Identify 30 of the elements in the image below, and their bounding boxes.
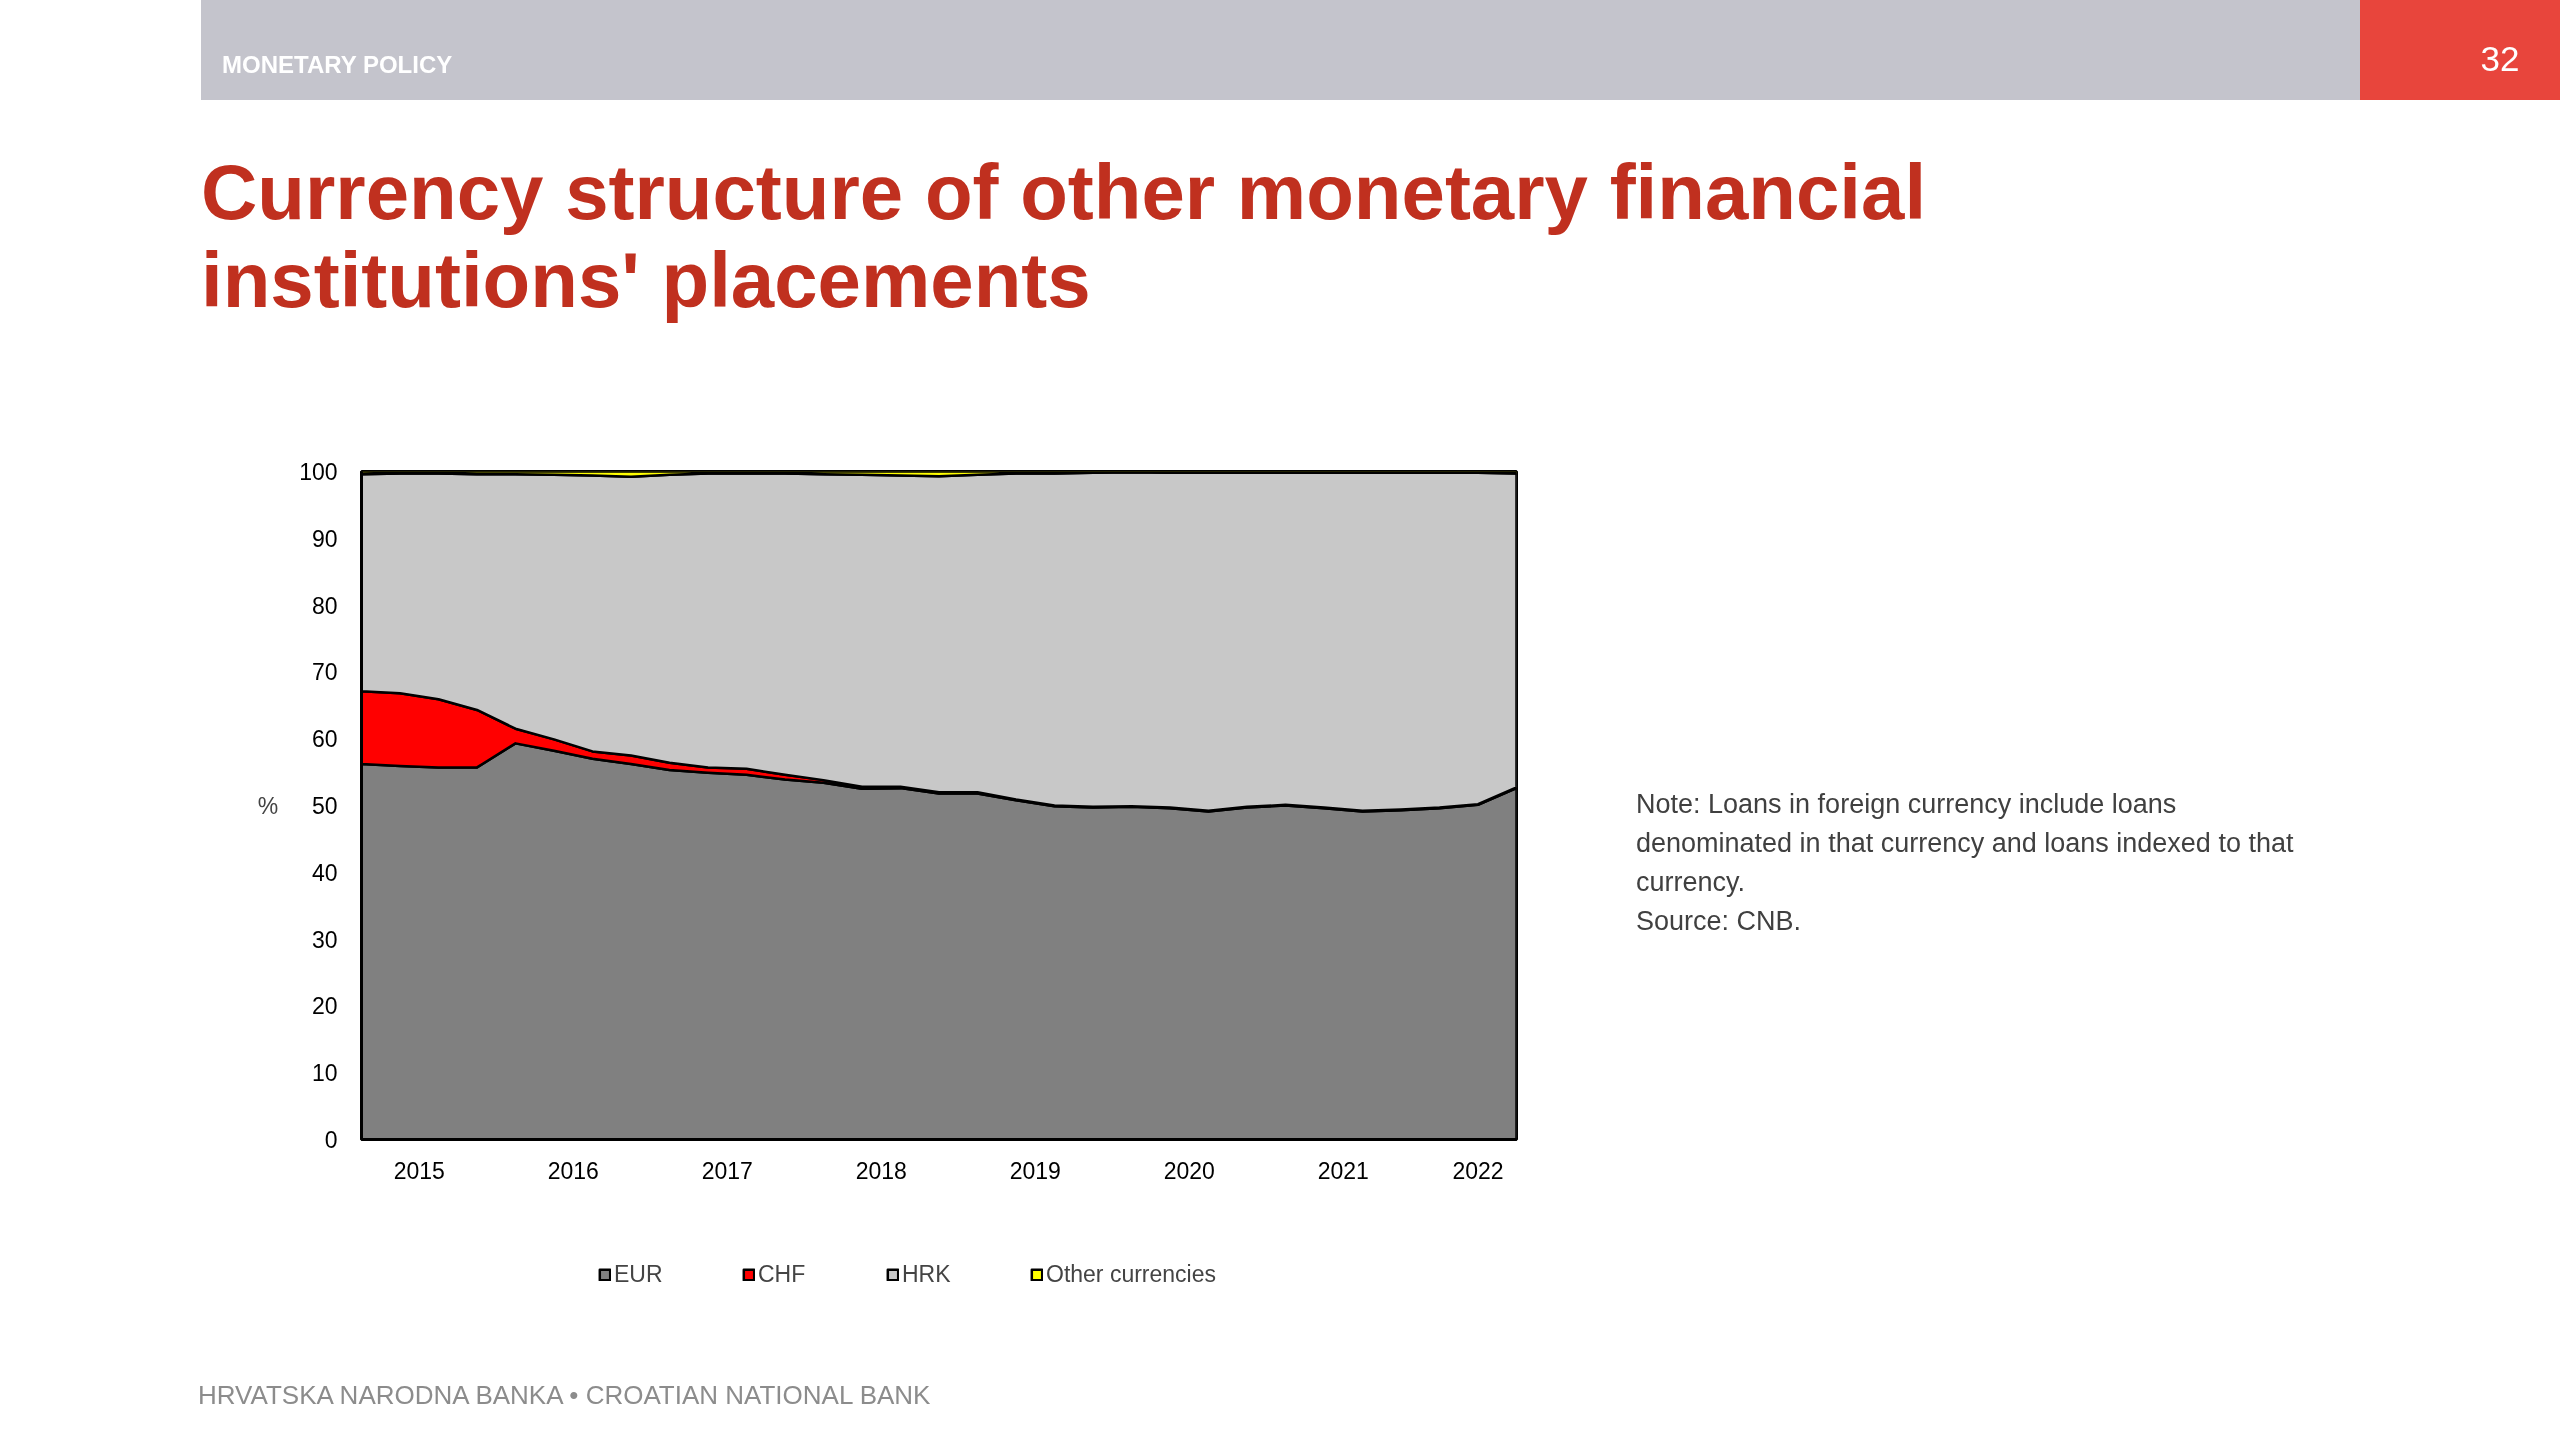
y-tick-label: 0	[324, 1127, 338, 1153]
y-tick-label: 10	[311, 1060, 338, 1087]
y-tick-label: 80	[311, 592, 338, 619]
source-note: Source: CNB.	[1636, 905, 1803, 938]
legend-label: CHF	[758, 1261, 807, 1288]
legend-label: Other currencies	[1046, 1261, 1217, 1288]
legend-label: HRK	[902, 1261, 952, 1288]
y-tick-label: 90	[311, 525, 338, 552]
y-tick-label: 50	[311, 793, 338, 819]
y-tick-label: 20	[311, 993, 338, 1020]
x-tick-label: 2021	[1317, 1157, 1369, 1184]
x-tick-label: 2015	[393, 1157, 445, 1184]
x-tick-label: 2019	[1009, 1157, 1061, 1184]
y-tick-label: 40	[311, 859, 338, 886]
text: 32	[2479, 39, 2521, 79]
y-axis-title: %	[257, 792, 279, 819]
text: HRVATSKA NARODNA BANKA • CROATIAN NATIONAL BANK	[198, 1380, 931, 1410]
y-tick-label: 70	[311, 659, 338, 686]
x-tick-label: 2018	[855, 1157, 907, 1184]
legend-label: EUR	[614, 1261, 664, 1288]
x-tick-label: 2016	[547, 1157, 599, 1184]
text: MONETARY POLICY	[222, 51, 453, 79]
y-tick-label: 100	[299, 459, 338, 485]
x-tick-label: 2020	[1163, 1157, 1215, 1184]
y-tick-label: 60	[311, 726, 338, 753]
text: Note: Loans in foreign currency include loans denominated in that currency and loans indexed to that currency.	[1636, 788, 2295, 899]
x-tick-label: 2017	[701, 1157, 753, 1184]
chart-title: Currency structure of other monetary financial institutions' placements	[201, 148, 1928, 324]
x-tick-label: 2022	[1452, 1157, 1504, 1184]
y-tick-label: 30	[311, 926, 338, 953]
